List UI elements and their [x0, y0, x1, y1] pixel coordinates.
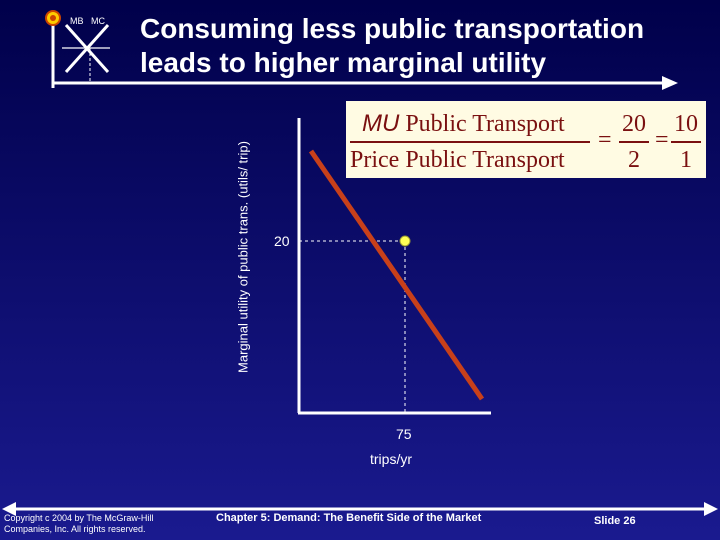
equation-numerator: MU Public Transport [362, 110, 565, 138]
slide-title-line2: leads to higher marginal utility [140, 47, 547, 78]
x-axis-label: trips/yr [370, 451, 412, 467]
equation-frac2-numerator: 10 [674, 111, 698, 137]
highlighted-point [399, 235, 411, 247]
marginal-utility-line [308, 149, 485, 401]
logo-mb-label: MB [70, 16, 84, 26]
logo-mc-label: MC [91, 16, 105, 26]
y-tick-label: 20 [274, 233, 290, 249]
equation-denominator: Price Public Transport [350, 147, 565, 173]
bottom-rule-right-arrowhead [704, 502, 718, 516]
copyright-notice: Copyright c 2004 by The McGraw-Hill Comp… [4, 513, 153, 535]
equation-frac1-denominator: 2 [628, 147, 640, 173]
slide-number: Slide 26 [594, 515, 636, 527]
x-tick-label: 75 [396, 426, 412, 442]
top-rule-arrowhead [662, 76, 678, 90]
equation-equals-1: = [598, 127, 612, 153]
equation-rule-main [350, 141, 590, 143]
equation-frac1-numerator: 20 [622, 111, 646, 137]
bottom-rule-left-arrowhead [2, 502, 16, 516]
utility-price-equation: MU Public Transport Price Public Transpo… [346, 101, 706, 178]
equation-frac2-denominator: 1 [680, 147, 692, 173]
equation-mu-symbol: MU [362, 110, 400, 137]
equation-equals-2: = [655, 127, 669, 153]
slide-title-line1: Consuming less public transportation [140, 13, 645, 44]
chapter-title: Chapter 5: Demand: The Benefit Side of t… [216, 512, 482, 524]
slide-title: Consuming less public transportation lea… [140, 12, 710, 80]
equation-rule-frac2 [671, 141, 701, 143]
logo-icon [45, 10, 110, 82]
copyright-line1: Copyright c 2004 by The McGraw-Hill [4, 513, 154, 523]
equation-numerator-text: Public Transport [405, 111, 565, 137]
equation-rule-frac1 [619, 141, 649, 143]
copyright-line2: Companies, Inc. All rights reserved. [4, 524, 146, 534]
